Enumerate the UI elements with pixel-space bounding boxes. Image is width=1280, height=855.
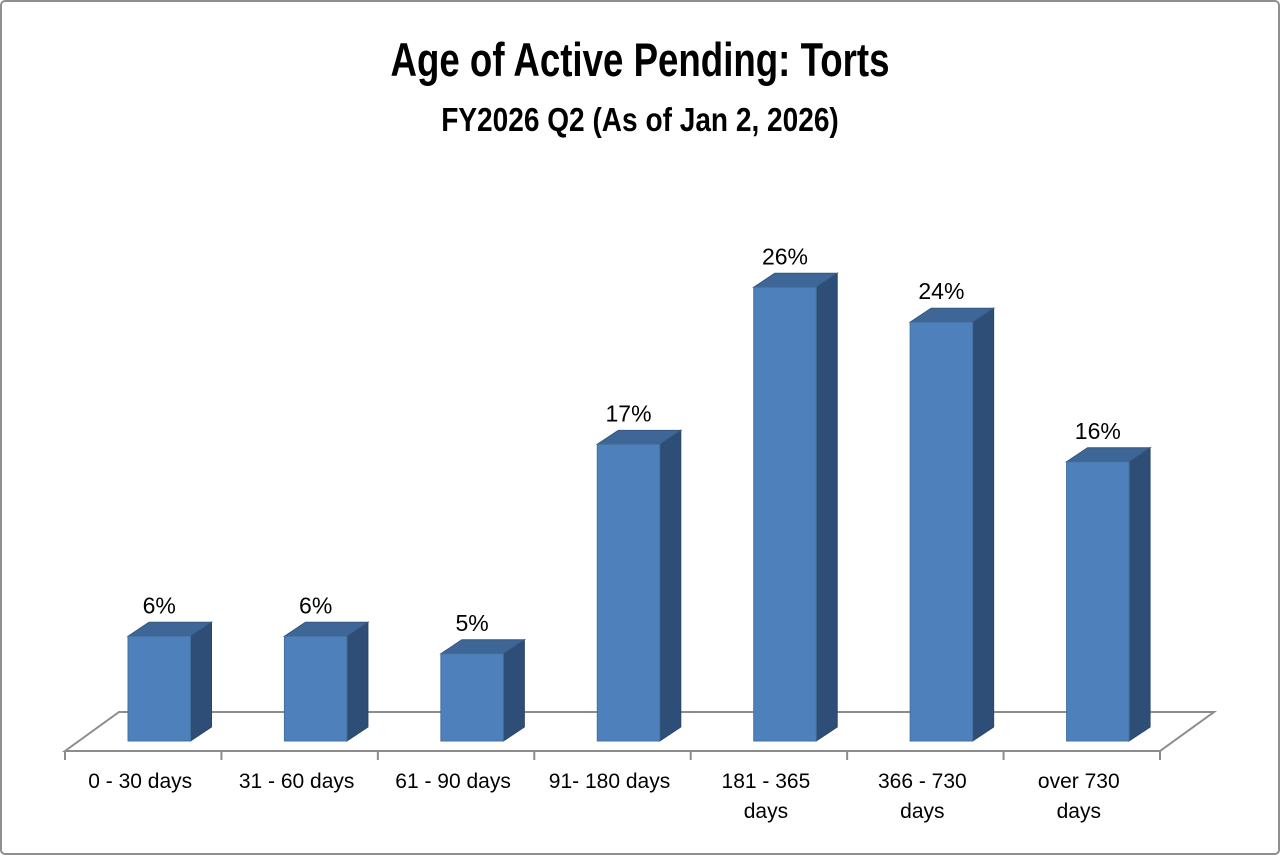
bar-data-label: 5% [455, 610, 488, 636]
bar-data-label: 24% [918, 278, 964, 304]
bar-side-face [190, 621, 212, 742]
bar-data-label: 6% [299, 592, 332, 618]
bar-side-face [502, 638, 525, 742]
bar-side-face [972, 307, 995, 742]
bar-front-face [1066, 461, 1130, 742]
bar-front-face [283, 635, 348, 742]
bar-front-face [596, 443, 661, 742]
bar-side-face [659, 429, 682, 742]
bar-side-face [346, 621, 369, 742]
bar-data-label: 16% [1075, 418, 1121, 444]
bar-front-face [127, 635, 191, 742]
bar-side-face [1128, 446, 1151, 742]
chart-floor-outline [61, 711, 1218, 752]
bar-side-face [815, 272, 838, 742]
category-axis-label: 181 - 365 days [722, 770, 811, 823]
bar-front-face [753, 286, 817, 742]
chart-title: Age of Active Pending: Torts [390, 33, 890, 86]
bar-data-label: 26% [762, 243, 808, 269]
category-axis-label: 61 - 90 days [395, 770, 511, 793]
bar-front-face [440, 653, 504, 742]
bar-data-label: 6% [143, 592, 176, 618]
bar-data-label: 17% [606, 400, 652, 426]
chart-subtitle: FY2026 Q2 (As of Jan 2, 2026) [441, 101, 839, 138]
category-axis-label: 91- 180 days [549, 770, 670, 793]
bar-front-face [909, 321, 974, 742]
category-axis-label: 0 - 30 days [88, 770, 192, 793]
category-axis-label: over 730 days [1038, 770, 1120, 823]
category-axis-label: 366 - 730 days [878, 770, 967, 823]
category-axis-label: 31 - 60 days [239, 770, 355, 793]
